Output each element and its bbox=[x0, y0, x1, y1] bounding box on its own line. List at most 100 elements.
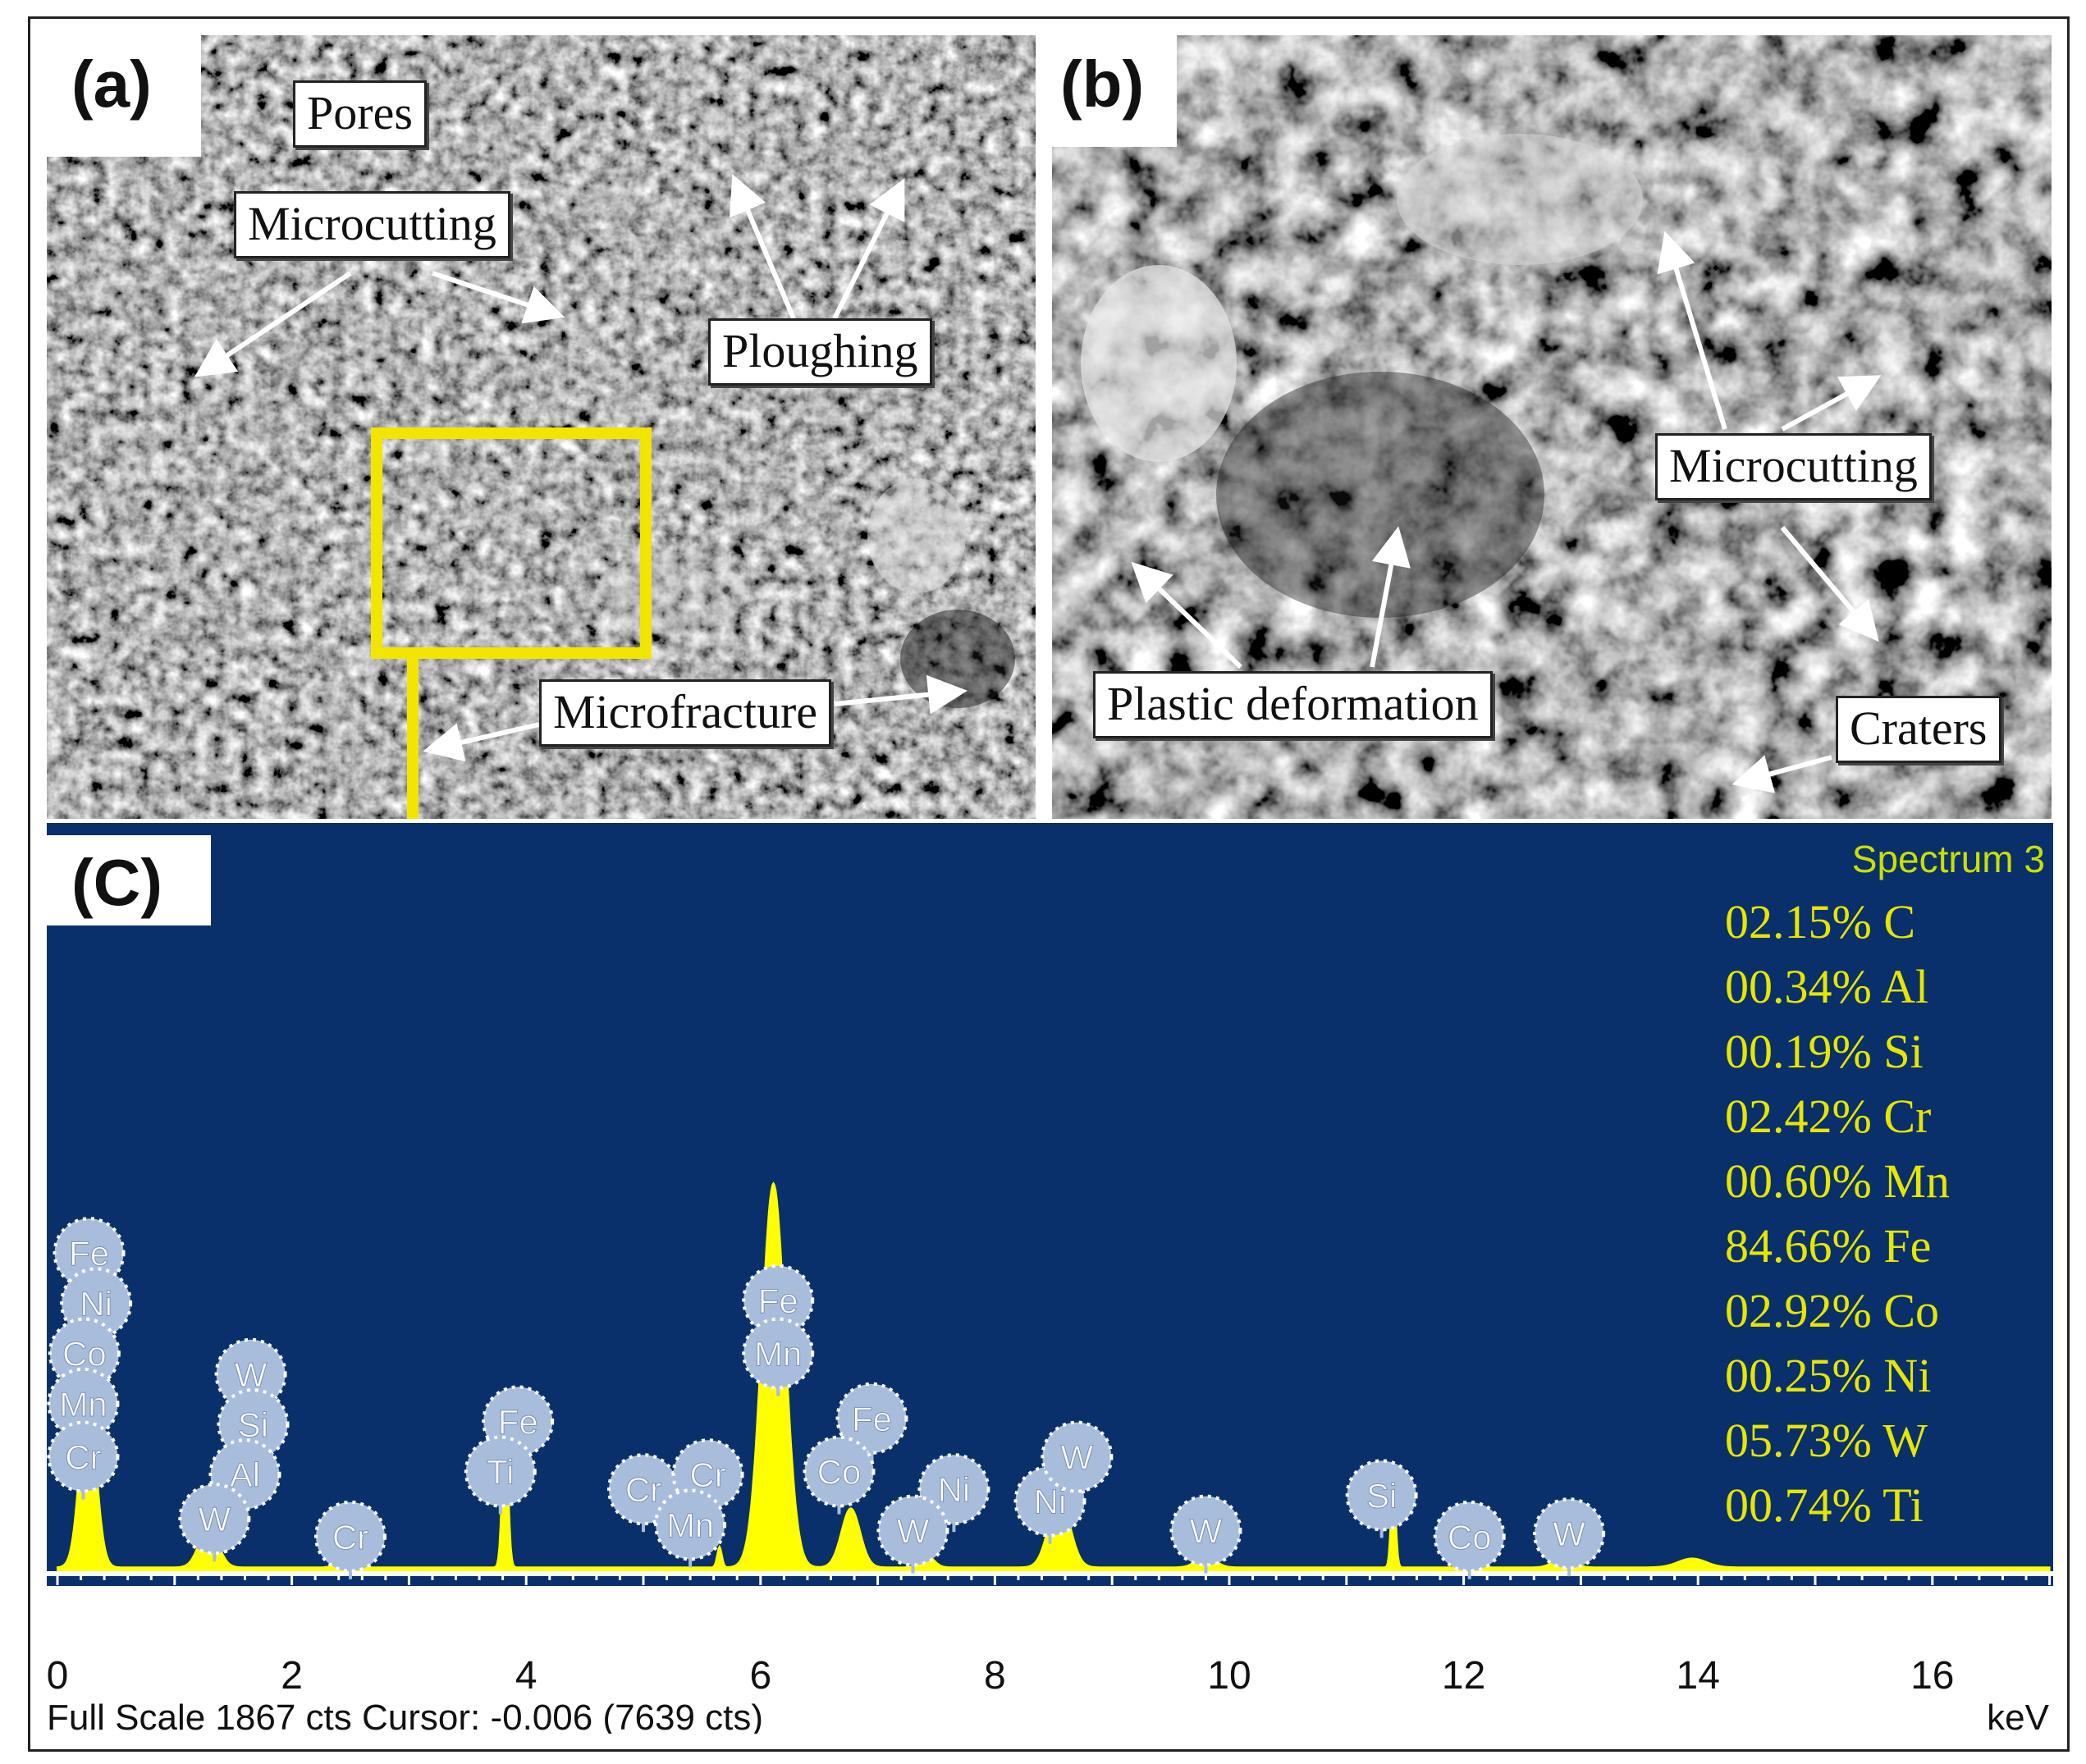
composition-row-co: 02.92% Co bbox=[1725, 1284, 1939, 1337]
element-marker-label: Al bbox=[230, 1456, 260, 1494]
composition-pct: 05.73% bbox=[1725, 1414, 1882, 1467]
composition-element: C bbox=[1883, 895, 1915, 948]
element-marker-si: Si bbox=[1345, 1459, 1418, 1538]
arrow-microfracture-left bbox=[423, 722, 540, 762]
eds-chart: (C) 0 2 4 6 8 10 12 14 16 keV Full Scale 1867 cts C… bbox=[47, 823, 2053, 1734]
composition-element: Cr bbox=[1883, 1090, 1931, 1143]
x-tick-label-16: 16 bbox=[1910, 1654, 1954, 1698]
element-marker-badge bbox=[47, 1367, 120, 1440]
element-marker-mn: Mn bbox=[654, 1488, 727, 1568]
callout-ploughing: Ploughing bbox=[708, 318, 932, 386]
element-marker-label: Cr bbox=[689, 1456, 725, 1494]
element-marker-label: Cr bbox=[65, 1438, 101, 1477]
x-tick-label-12: 12 bbox=[1442, 1654, 1485, 1698]
element-marker-label: Fe bbox=[758, 1282, 798, 1320]
element-marker-w: W bbox=[178, 1483, 251, 1562]
composition-pct: 00.34% bbox=[1725, 960, 1881, 1013]
element-marker-label: W bbox=[199, 1500, 231, 1538]
element-marker-label: Co bbox=[817, 1453, 862, 1492]
element-marker-co: Co bbox=[803, 1435, 876, 1515]
element-marker-badge bbox=[214, 1337, 287, 1410]
element-marker-label: Mn bbox=[59, 1385, 107, 1424]
arrow-microcutting-b-up bbox=[1657, 231, 1727, 430]
element-marker-label: Fe bbox=[69, 1234, 109, 1273]
element-marker-badge bbox=[1345, 1459, 1418, 1532]
element-marker-label: Cr bbox=[332, 1518, 368, 1556]
panel-a-sem-texture bbox=[47, 35, 1036, 819]
panel-b-letter: (b) bbox=[1052, 35, 1178, 147]
element-marker-label: W bbox=[1061, 1438, 1094, 1477]
element-marker-cr: Cr bbox=[47, 1420, 120, 1500]
element-marker-badge bbox=[1533, 1497, 1606, 1570]
x-tick-label-6: 6 bbox=[749, 1654, 771, 1698]
panel-a-letter: (a) bbox=[47, 35, 201, 157]
element-marker-w: W bbox=[876, 1494, 949, 1574]
element-marker-fe: Fe bbox=[742, 1264, 815, 1343]
callout-pores: Pores bbox=[293, 80, 427, 148]
element-marker-label: Si bbox=[238, 1405, 268, 1444]
element-marker-badge bbox=[803, 1435, 876, 1508]
panel-b-annotations bbox=[1131, 231, 1882, 793]
composition-element: Co bbox=[1883, 1284, 1939, 1337]
element-marker-label: Mn bbox=[666, 1506, 714, 1544]
element-marker-ti: Ti bbox=[464, 1435, 537, 1515]
element-marker-label: Co bbox=[1448, 1518, 1492, 1556]
composition-row-al: 00.34% Al bbox=[1725, 960, 1928, 1013]
callout-plastic-deformation: Plastic deformation bbox=[1093, 671, 1493, 738]
composition-row-w: 05.73% W bbox=[1725, 1414, 1928, 1467]
element-marker-badge bbox=[47, 1420, 120, 1493]
composition-pct: 00.74% bbox=[1725, 1478, 1882, 1532]
composition-element: Si bbox=[1883, 1025, 1923, 1078]
chart-footer-area bbox=[47, 1586, 2053, 1734]
element-marker-mn: Mn bbox=[742, 1317, 815, 1396]
element-marker-badge bbox=[178, 1483, 251, 1556]
element-marker-label: Si bbox=[1366, 1476, 1397, 1515]
arrow-plastic-left bbox=[1131, 561, 1243, 669]
callout-craters: Craters bbox=[1836, 696, 2001, 763]
element-marker-co: Co bbox=[1433, 1500, 1506, 1579]
element-marker-ni: Ni bbox=[917, 1453, 990, 1533]
element-marker-label: Co bbox=[62, 1335, 107, 1373]
element-marker-fe: Fe bbox=[835, 1382, 908, 1461]
panel-c-eds-spectrum: (C) 0 2 4 6 8 10 12 14 16 keV Full Scale 1867 cts C… bbox=[47, 823, 2053, 1734]
composition-pct: 00.25% bbox=[1725, 1349, 1883, 1402]
arrow-microcutting-b-down bbox=[1780, 526, 1879, 642]
x-tick-label-8: 8 bbox=[984, 1654, 1006, 1698]
arrow-plastic-up bbox=[1370, 526, 1411, 668]
x-tick-label-0: 0 bbox=[47, 1654, 68, 1698]
element-marker-label: W bbox=[897, 1512, 930, 1551]
element-marker-label: W bbox=[1553, 1515, 1585, 1553]
composition-pct: 00.60% bbox=[1725, 1154, 1883, 1208]
composition-pct: 02.92% bbox=[1725, 1284, 1883, 1337]
element-marker-w: W bbox=[214, 1337, 287, 1417]
composition-element: Al bbox=[1881, 960, 1928, 1013]
element-marker-label: Ni bbox=[938, 1470, 971, 1509]
arrow-microcutting-b-right bbox=[1781, 375, 1882, 432]
arrow-ploughing-right bbox=[832, 178, 905, 320]
composition-pct: 84.66% bbox=[1725, 1219, 1883, 1273]
composition-element: W bbox=[1882, 1414, 1928, 1467]
composition-element: Ti bbox=[1882, 1478, 1924, 1532]
x-axis-label: keV bbox=[1987, 1698, 2049, 1734]
element-marker-label: Fe bbox=[852, 1400, 892, 1438]
element-marker-badge bbox=[1433, 1500, 1506, 1573]
composition-element: Mn bbox=[1883, 1154, 1950, 1208]
arrow-craters bbox=[1731, 755, 1832, 793]
element-marker-label: W bbox=[235, 1355, 268, 1394]
panel-a-micrograph: (a) Pores Microcutting Ploughing Microfr… bbox=[47, 35, 1036, 819]
composition-row-cr: 02.42% Cr bbox=[1725, 1090, 1931, 1143]
composition-element: Fe bbox=[1883, 1219, 1931, 1273]
arrow-microfracture-right bbox=[834, 674, 968, 715]
element-marker-badge bbox=[742, 1317, 815, 1390]
callout-microcutting-b: Microcutting bbox=[1655, 433, 1932, 500]
panel-c-letter: (C) bbox=[71, 846, 162, 919]
composition-row-c: 02.15% C bbox=[1725, 895, 1915, 948]
panel-b-micrograph: (b) Microcutting Plastic deformation Cra… bbox=[1052, 35, 2052, 819]
element-marker-label: Ni bbox=[80, 1284, 112, 1323]
x-tick-label-4: 4 bbox=[515, 1654, 538, 1698]
element-marker-mn: Mn bbox=[47, 1367, 120, 1446]
x-tick-label-10: 10 bbox=[1207, 1654, 1251, 1698]
composition-element: Ni bbox=[1883, 1349, 1931, 1402]
element-marker-label: Ti bbox=[487, 1453, 514, 1492]
element-marker-badge bbox=[742, 1264, 815, 1337]
